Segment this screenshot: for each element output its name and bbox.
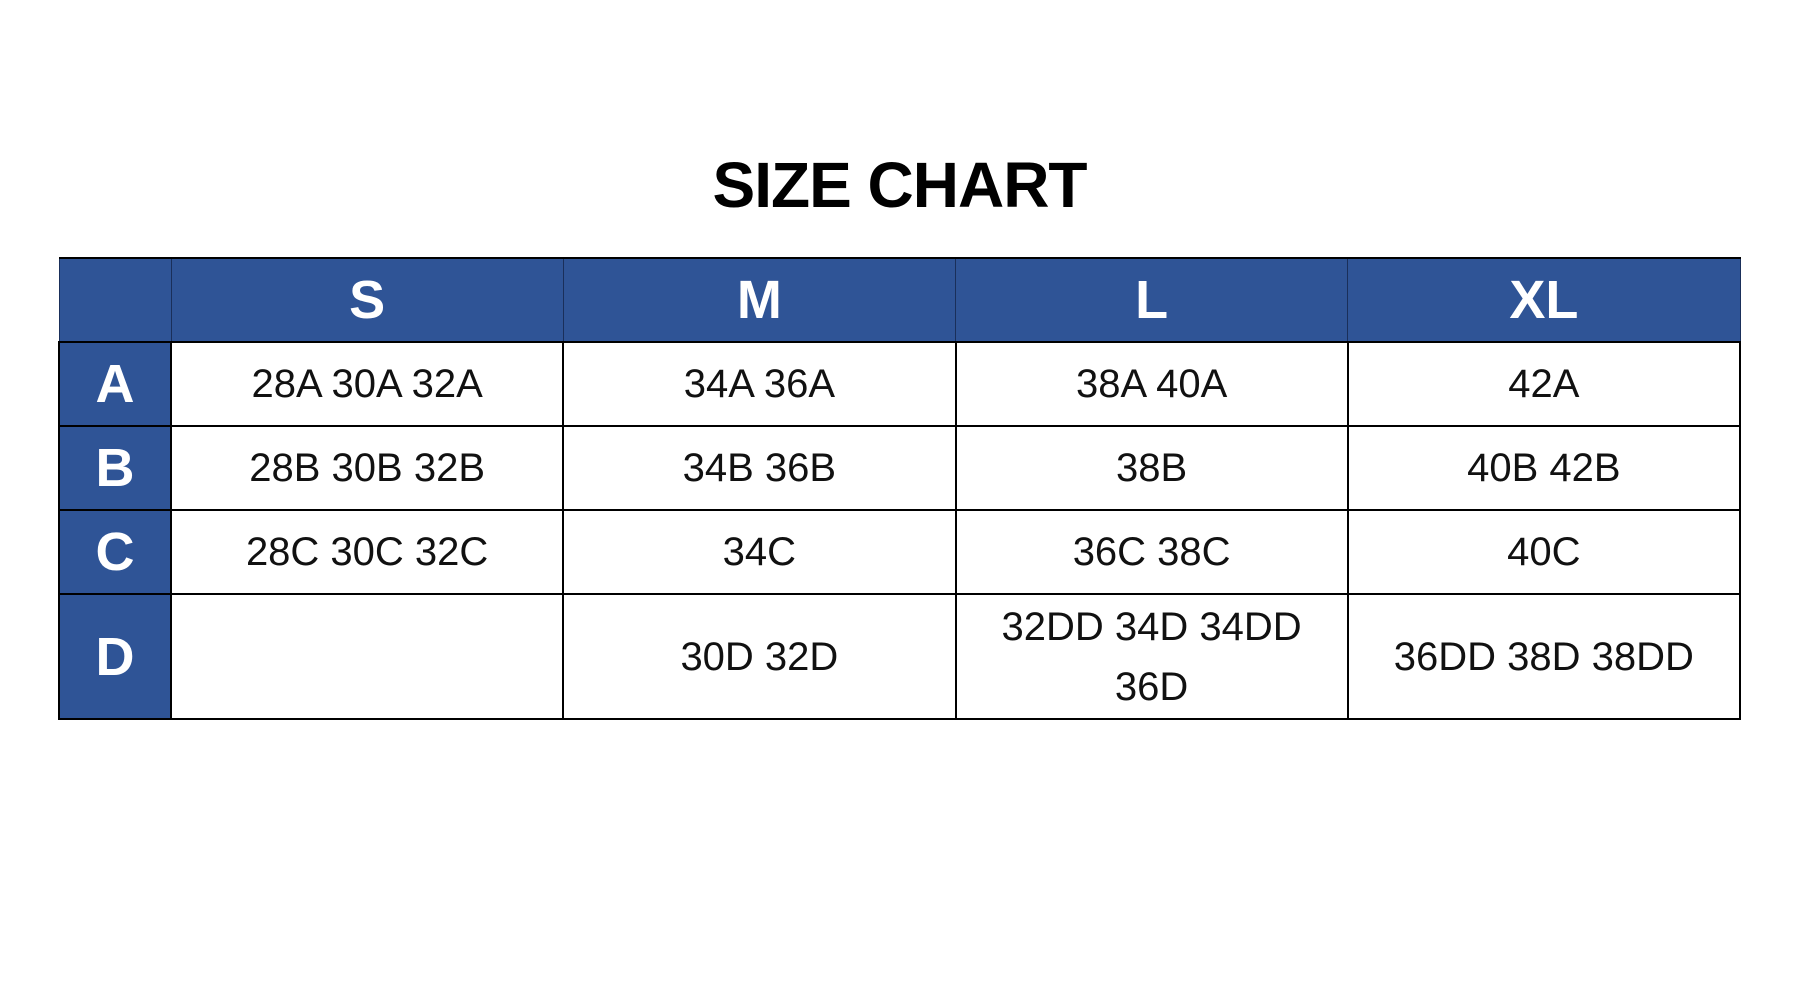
table-cell: 38B (954, 425, 1349, 511)
table-row: A 28A 30A 32A 34A 36A 38A 40A 42A (58, 341, 1742, 427)
page-title: SIZE CHART (712, 149, 1088, 221)
table-cell (169, 593, 565, 720)
row-header-a: A (58, 341, 172, 427)
table-cell: 34B 36B (562, 425, 957, 511)
header-row: S M L XL (58, 257, 1741, 343)
column-header-xl: XL (1347, 257, 1741, 343)
table-cell: 28B 30B 32B (169, 425, 565, 511)
table-cell: 36C 38C (954, 509, 1349, 595)
table-row: D 30D 32D 32DD 34D 34DD 36D 36DD 38D 38D… (58, 593, 1742, 720)
table-row: B 28B 30B 32B 34B 36B 38B 40B 42B (58, 425, 1742, 511)
row-header-b: B (58, 425, 172, 511)
table-cell: 34C (562, 509, 957, 595)
table-cell: 28A 30A 32A (169, 341, 565, 427)
column-header-l: L (954, 257, 1349, 343)
row-header-c: C (58, 509, 172, 595)
table-cell: 36DD 38D 38DD (1346, 593, 1742, 720)
table-cell: 40B 42B (1346, 425, 1742, 511)
corner-cell (58, 257, 172, 343)
size-chart-table: S M L XL A 28A 30A 32A 34A 36A 38A 40A 4… (58, 257, 1742, 720)
table-cell: 34A 36A (562, 341, 957, 427)
column-header-s: S (170, 257, 564, 343)
table-cell: 38A 40A (954, 341, 1349, 427)
table-cell: 30D 32D (562, 593, 957, 720)
column-header-m: M (562, 257, 957, 343)
table-cell: 28C 30C 32C (169, 509, 565, 595)
table-row: C 28C 30C 32C 34C 36C 38C 40C (58, 509, 1742, 595)
table-cell: 40C (1346, 509, 1742, 595)
table-cell: 42A (1346, 341, 1742, 427)
row-header-d: D (58, 593, 172, 720)
table-cell: 32DD 34D 34DD 36D (954, 593, 1349, 720)
